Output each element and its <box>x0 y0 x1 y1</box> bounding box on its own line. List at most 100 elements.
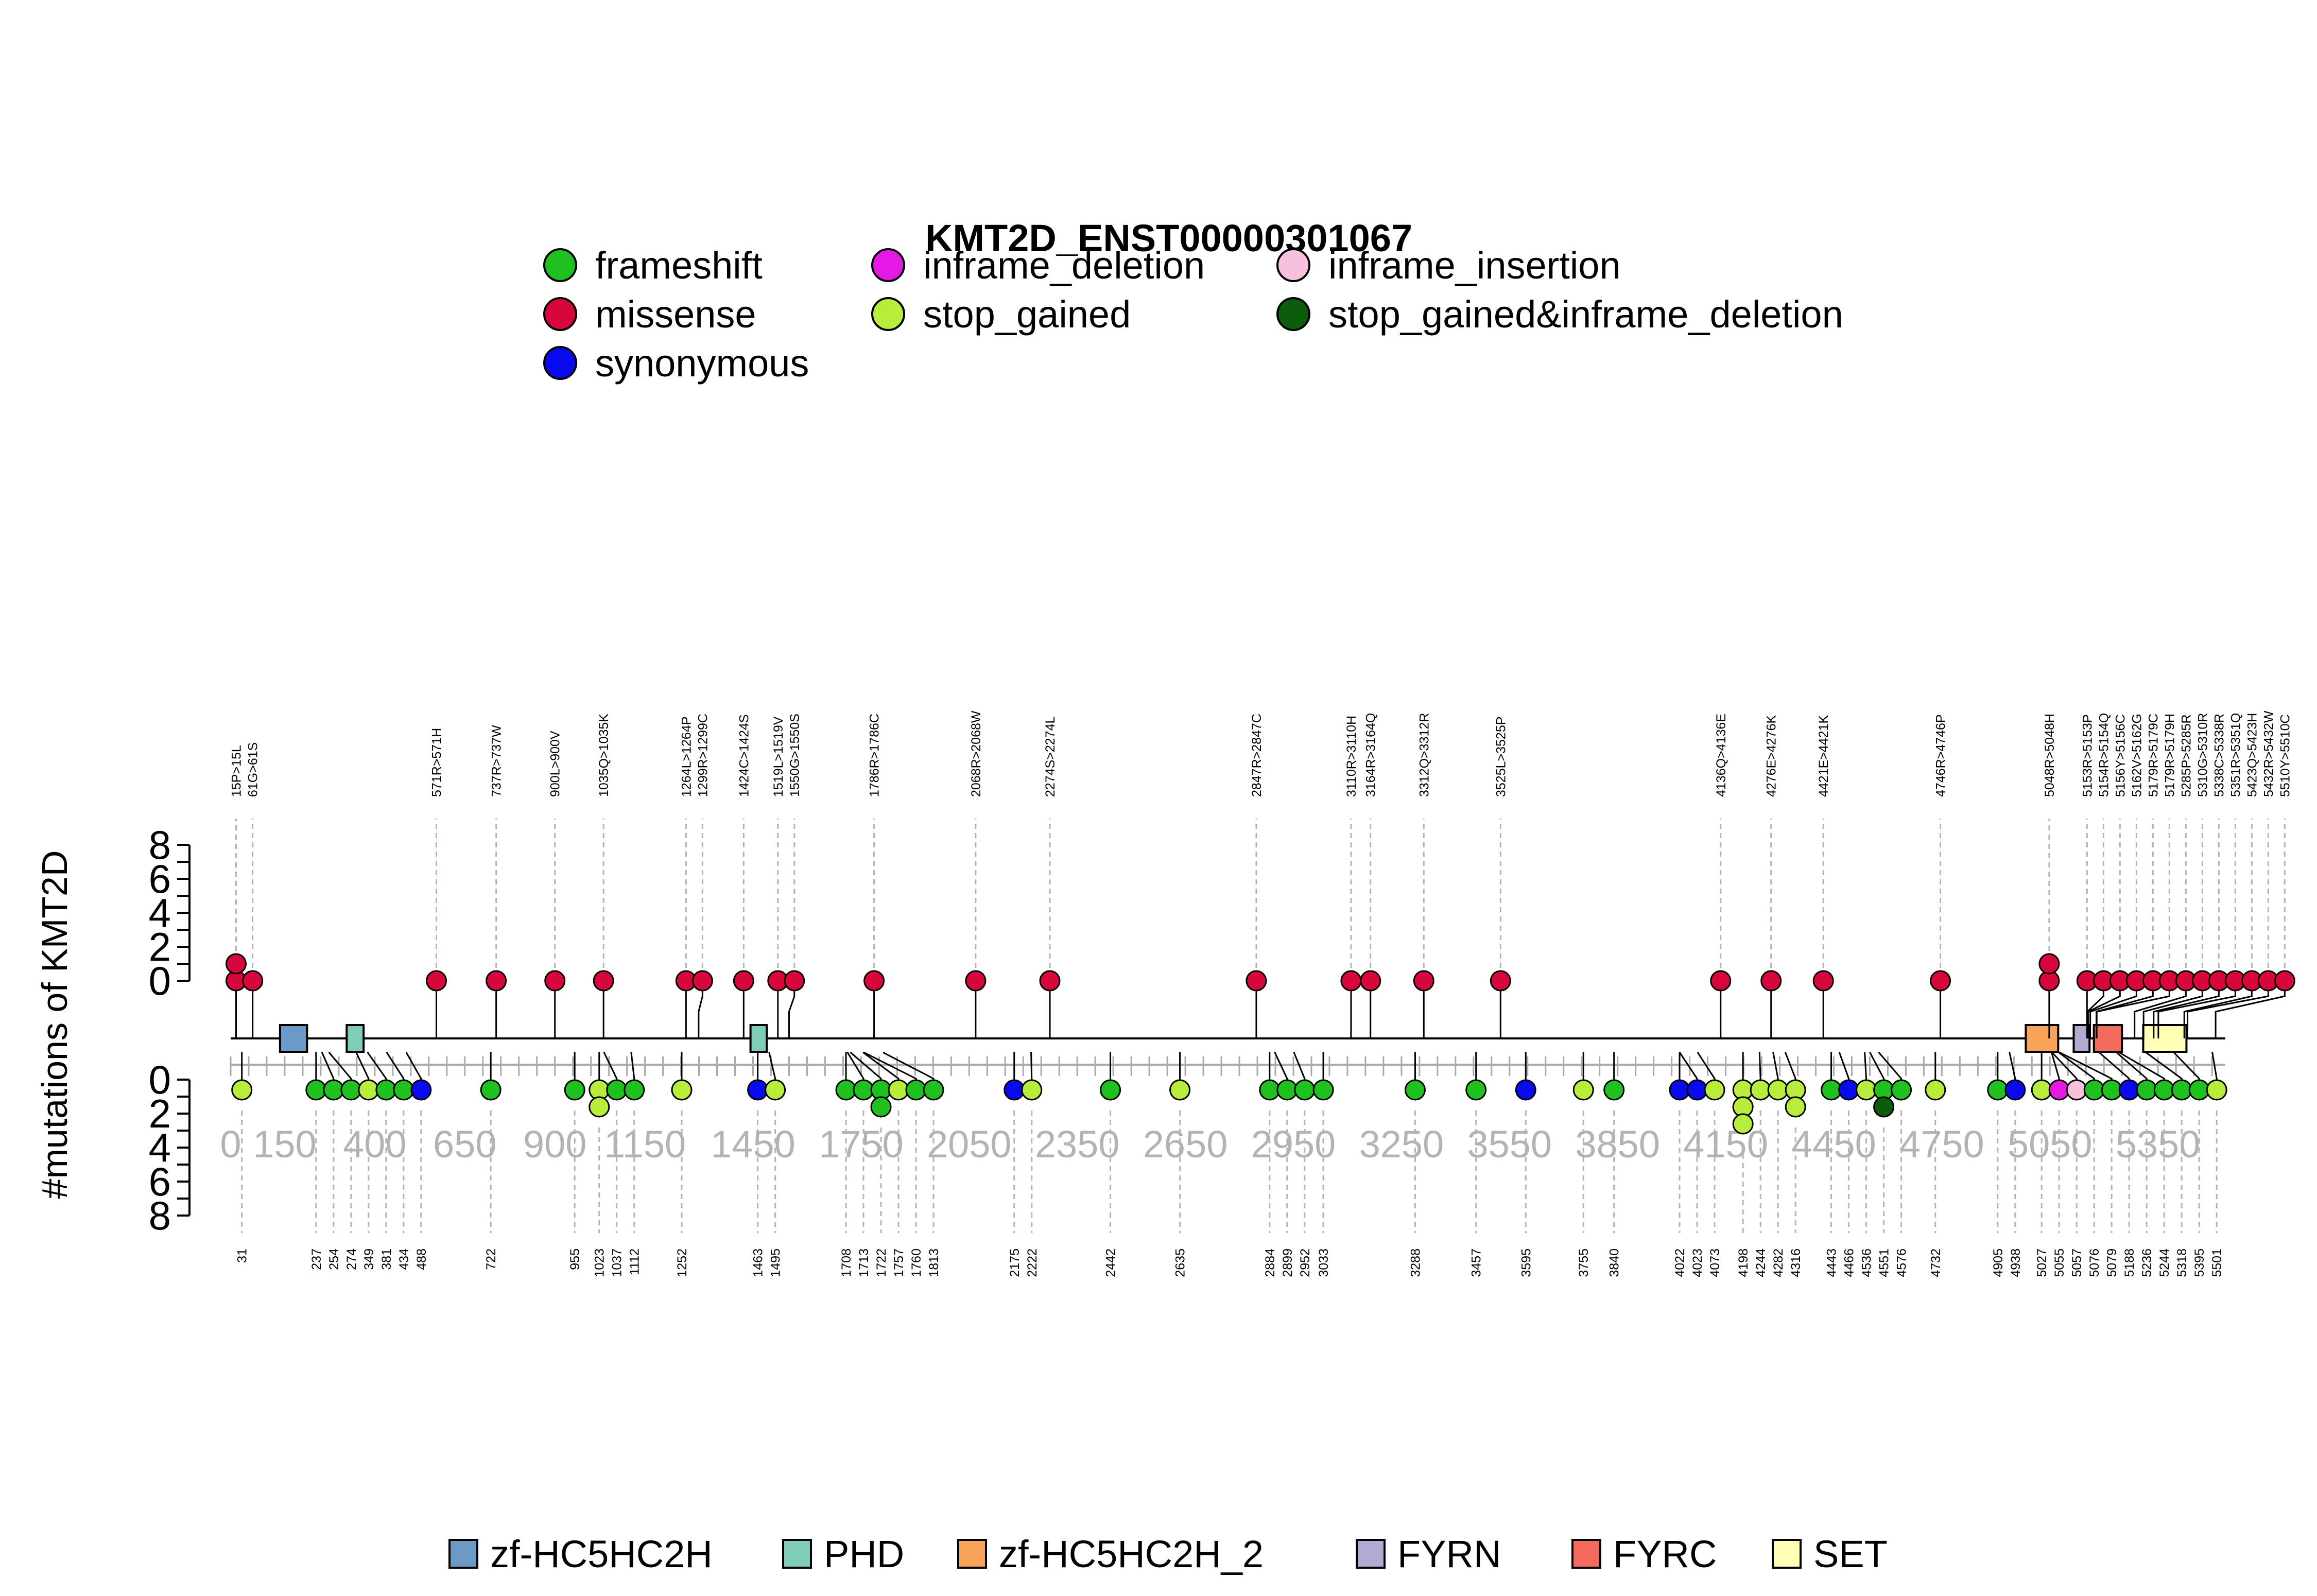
position-tick-label: 1450 <box>711 1123 796 1166</box>
position-label: 4023 <box>1690 1248 1705 1277</box>
mutation-point-synonymous <box>1515 1079 1536 1101</box>
legend-label-inframe-insertion: inframe_insertion <box>1328 244 1621 287</box>
mutation-label: 1035Q>1035K <box>597 714 611 797</box>
mutation-point-missense <box>1340 970 1362 992</box>
position-label: 1495 <box>769 1248 783 1277</box>
position-label: 1813 <box>927 1248 941 1277</box>
position-label: 5076 <box>2087 1248 2102 1277</box>
domain-phd <box>345 1024 365 1053</box>
y-axis-label: #mutations of KMT2D <box>34 851 75 1199</box>
mutation-point-frameshift <box>835 1079 857 1101</box>
position-label: 5236 <box>2140 1248 2154 1277</box>
position-label: 1252 <box>675 1248 689 1277</box>
mutation-point-frameshift <box>2171 1079 2192 1101</box>
position-label: 5318 <box>2175 1248 2189 1277</box>
domain-legend-swatch-zf-hc5hc2h <box>448 1539 478 1569</box>
mutation-point-stop-gained <box>589 1096 610 1118</box>
mutation-label: 1424C>1424S <box>737 714 751 797</box>
mutation-point-frameshift <box>1603 1079 1625 1101</box>
position-label: 2222 <box>1025 1248 1040 1277</box>
lower-tick-label: 8 <box>149 1193 171 1238</box>
upper-tick-label: 4 <box>149 890 171 935</box>
mutation-point-missense <box>863 970 885 992</box>
mutation-label: 3312Q>3312R <box>1417 713 1431 797</box>
mutation-point-stop-gained <box>1925 1079 1946 1101</box>
position-label: 955 <box>568 1248 582 1270</box>
mutation-label: 5156Y>5156C <box>2113 714 2128 797</box>
domain-legend-label-zf-hc5hc2h: zf-HC5HC2H <box>490 1533 713 1575</box>
domain-legend-label-zf-hc5hc2h-2: zf-HC5HC2H_2 <box>999 1533 1264 1575</box>
legend-swatch-synonymous <box>543 346 577 380</box>
mutation-label: 4276E>4276K <box>1765 715 1779 797</box>
position-tick-label: 900 <box>523 1123 586 1166</box>
position-tick-label: 4450 <box>1791 1123 1876 1166</box>
protein-domains <box>279 1024 2188 1053</box>
mutation-point-frameshift <box>1259 1079 1281 1101</box>
mutation-label: 3110R>3110H <box>1344 716 1359 797</box>
mutation-label: 5162V>5162G <box>2130 714 2144 797</box>
mutation-label: 5432R>5432W <box>2261 710 2276 797</box>
mutation-point-frameshift <box>393 1079 414 1101</box>
mutation-point-stop-gained <box>765 1079 786 1101</box>
mutation-label: 5351R>5351Q <box>2228 713 2243 797</box>
legend-swatch-missense <box>543 297 577 331</box>
mutation-point-frameshift <box>2153 1079 2175 1101</box>
mutation-point-missense <box>1812 970 1834 992</box>
mutation-point-missense <box>965 970 987 992</box>
position-label: 4282 <box>1771 1248 1786 1277</box>
mutation-point-frameshift <box>305 1079 327 1101</box>
mutation-point-stop-gained <box>888 1079 909 1101</box>
mutation-point-missense <box>691 970 713 992</box>
mutation-point-stop-gained-inframe-deletion <box>1873 1096 1895 1118</box>
mutation-point-missense <box>1246 970 1267 992</box>
mutation-point-synonymous <box>410 1079 432 1101</box>
mutation-point-missense <box>225 953 247 975</box>
position-label: 1037 <box>610 1248 625 1277</box>
mutation-point-stop-gained <box>2031 1079 2052 1101</box>
position-tick-label: 2350 <box>1035 1123 1120 1166</box>
mutation-label: 5153R>5153P <box>2080 714 2095 797</box>
mutation-point-frameshift <box>480 1079 502 1101</box>
mutation-point-stop-gained <box>671 1079 693 1101</box>
mutation-point-missense <box>733 970 754 992</box>
mutation-label: 5423Q>5423H <box>2245 713 2259 797</box>
position-label: 4022 <box>1673 1248 1687 1277</box>
mutation-point-frameshift <box>564 1079 585 1101</box>
position-tick-label: 1150 <box>604 1123 686 1166</box>
mutation-point-frameshift <box>2136 1079 2157 1101</box>
position-label: 5501 <box>2210 1248 2224 1277</box>
mutation-label: 1519L>1519V <box>771 716 786 797</box>
mutation-point-frameshift <box>606 1079 628 1101</box>
domain-legend-label-fyrn: FYRN <box>1397 1533 1501 1575</box>
mutation-point-missense <box>2038 953 2060 975</box>
mutation-point-missense <box>784 970 805 992</box>
mutation-label: 5179R>5179H <box>2163 714 2177 797</box>
mutation-point-missense <box>242 970 264 992</box>
position-label: 4073 <box>1708 1248 1722 1277</box>
legend-swatch-stop-gained-inframe-deletion <box>1276 297 1310 331</box>
position-tick-label: 3850 <box>1575 1123 1660 1166</box>
upper-mutations: 15P>15L 61G>61S 571R>571H 737R>737W 900L>900… <box>225 710 2295 1038</box>
position-label: 5057 <box>2070 1248 2084 1277</box>
position-label: 4938 <box>2009 1248 2023 1277</box>
mutation-label: 61G>61S <box>246 742 261 797</box>
mutation-point-missense <box>1930 970 1951 992</box>
mutation-label: 5338C>5338R <box>2212 714 2226 797</box>
position-label: 3840 <box>1607 1248 1622 1277</box>
lower-mutations: 31 237 254 274 349 381 434 488 722 955 1023 1037 111… <box>231 1052 2227 1277</box>
domain-legend: zf-HC5HC2H PHD zf-HC5HC2H_2 FYRN FYRC SET <box>448 1533 1888 1575</box>
position-label: 4198 <box>1736 1248 1751 1277</box>
mutation-point-synonymous <box>2004 1079 2026 1101</box>
upper-tick-label: 2 <box>149 924 171 969</box>
position-label: 1722 <box>874 1248 889 1277</box>
position-label: 4732 <box>1929 1248 1943 1277</box>
lower-tick-label: 6 <box>149 1159 171 1204</box>
domain-fyrc <box>2093 1024 2123 1053</box>
mutation-label: 5154R>5154Q <box>2097 713 2111 797</box>
mutation-point-inframe-deletion <box>2048 1079 2070 1101</box>
mutation-point-synonymous <box>1004 1079 1025 1101</box>
mutation-point-stop-gained <box>1767 1079 1789 1101</box>
position-label: 1760 <box>909 1248 924 1277</box>
position-tick-label: 650 <box>433 1123 496 1166</box>
